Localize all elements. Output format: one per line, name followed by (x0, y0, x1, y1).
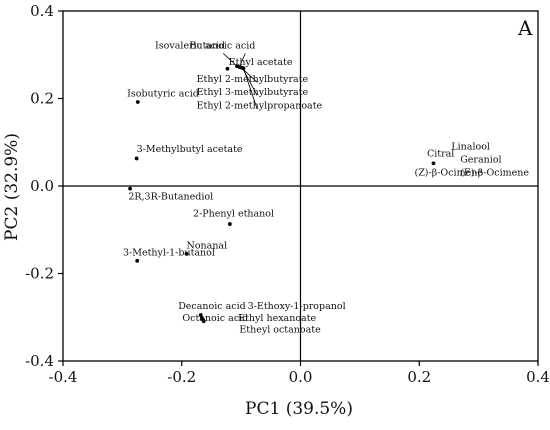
panel-label: A (517, 16, 533, 40)
point-label: 2R,3R-Butanediol (128, 192, 213, 203)
x-tick-label: -0.2 (167, 368, 196, 386)
point-label: Ethyl acetate (229, 57, 293, 68)
x-tick-label: 0.0 (289, 368, 313, 386)
data-point (184, 251, 189, 256)
y-tick-label: 0.2 (30, 90, 54, 108)
point-label: Butanoic acid (189, 41, 255, 52)
point-label: Ethyl 2-methylpropanoate (197, 101, 323, 112)
leader-line (238, 53, 246, 68)
point-label: 2-Phenyl ethanol (193, 209, 274, 220)
y-tick-label: -0.2 (25, 265, 54, 283)
data-point (135, 100, 140, 104)
point-label: Ethyl 3-methylbutyrate (197, 87, 309, 98)
point-label: Linalool (451, 141, 490, 152)
point-label: 3-Ethoxy-1-propanol (248, 301, 346, 312)
point-label: Isobutyric acid (127, 88, 199, 99)
y-tick-label: 0.0 (30, 177, 54, 195)
leader-line (223, 53, 238, 67)
x-tick-label: 0.4 (526, 368, 550, 386)
y-tick-label: -0.4 (25, 352, 54, 370)
data-point (241, 66, 246, 71)
point-label: Ethyl 2-methylbutyrate (197, 74, 309, 85)
x-tick-label: -0.4 (49, 368, 78, 386)
point-label: 3-Methyl-1-butanol (123, 248, 215, 259)
point-label: Nonanal (187, 241, 228, 252)
point-label: 3-Methylbutyl acetate (137, 144, 243, 155)
data-point (431, 161, 436, 166)
point-label: Octanoic acid (182, 313, 248, 324)
data-point (225, 66, 230, 71)
point-label: Isovaleric acid (155, 41, 225, 52)
y-tick-label: 0.4 (30, 2, 54, 20)
point-label: Ethyl hexanoate (238, 313, 316, 324)
data-point (128, 186, 132, 191)
data-point (201, 319, 206, 324)
data-point (227, 222, 232, 226)
point-label: Etheyl octanoate (239, 325, 321, 336)
point-label: Geraniol (460, 154, 501, 165)
point-label: Decanoic acid (178, 301, 246, 312)
y-axis-title: PC2 (32.9%) (2, 133, 22, 241)
data-point (134, 156, 139, 161)
x-tick-label: 0.2 (407, 368, 431, 386)
leader-line (243, 68, 258, 110)
point-label: (E)-β-Ocimene (460, 168, 529, 179)
point-label: Citral (427, 149, 454, 160)
x-axis-title: PC1 (39.5%) (245, 399, 353, 419)
data-point (198, 313, 203, 317)
point-label: (Z)-β-Ocimene (415, 168, 484, 179)
data-point (135, 258, 140, 263)
